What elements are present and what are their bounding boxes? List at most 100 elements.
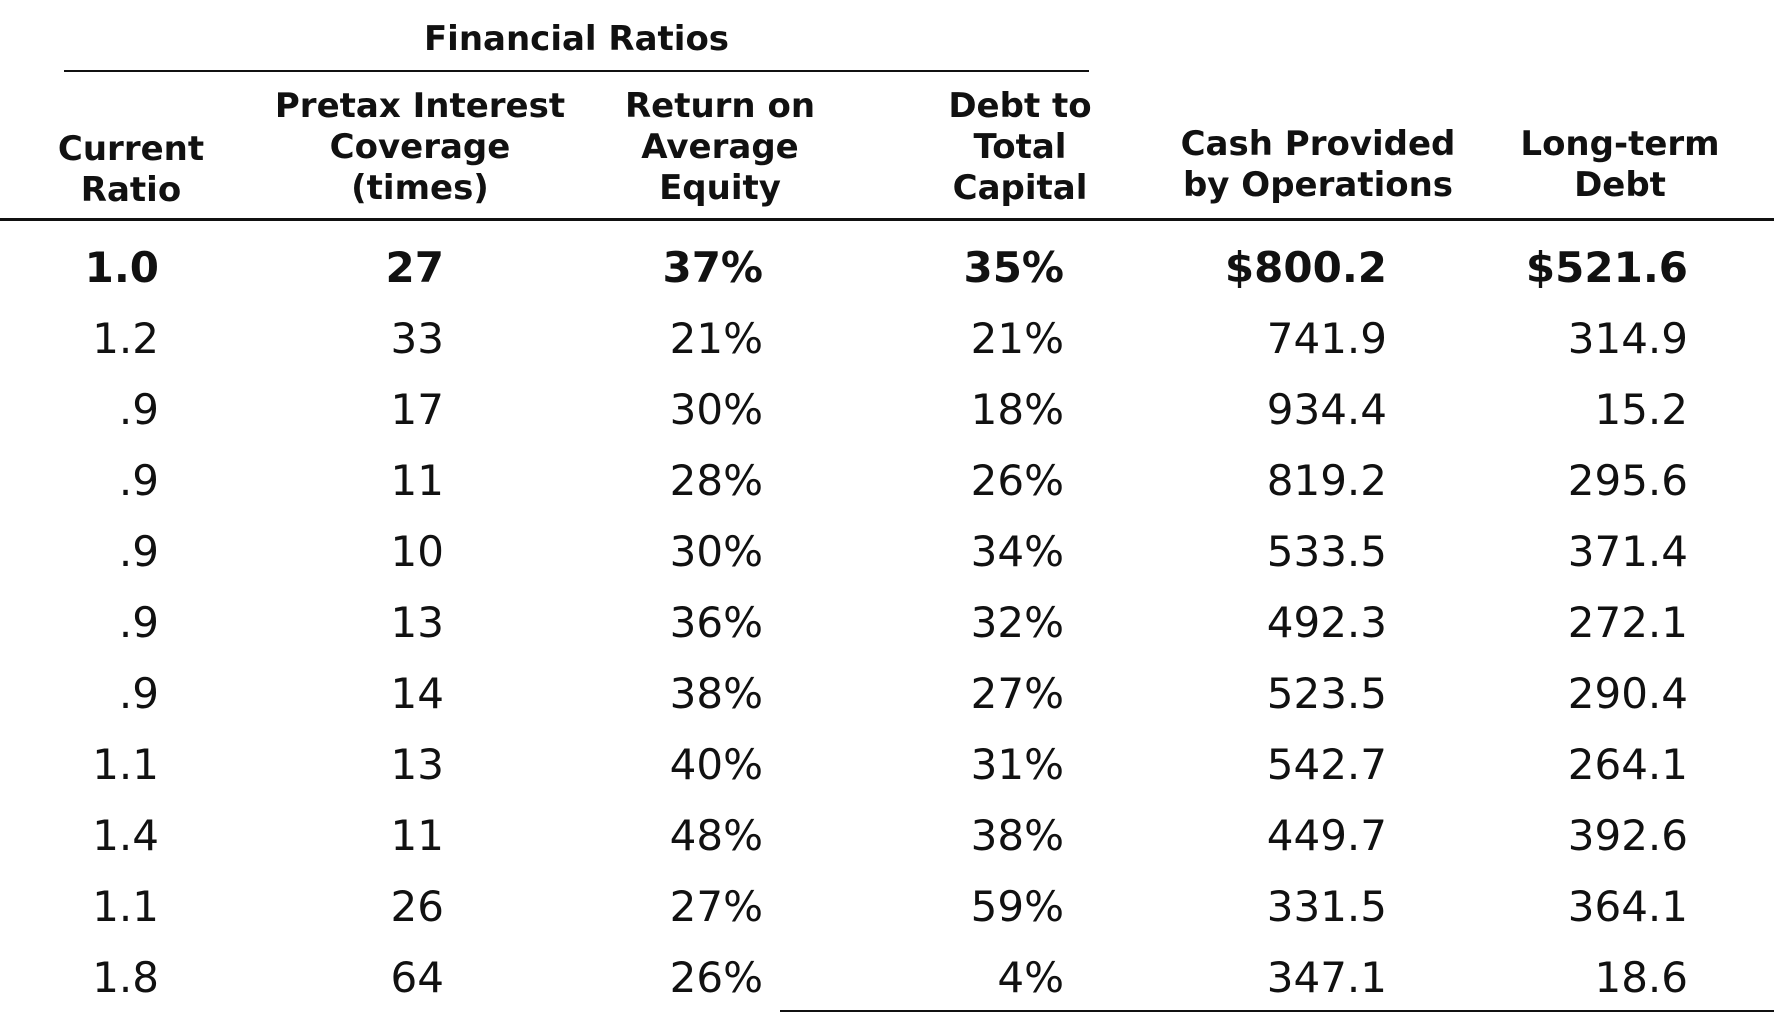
cell-long-term-debt: 290.4 — [1567, 669, 1688, 718]
cell-long-term-debt: 364.1 — [1567, 882, 1688, 931]
cell-long-term-debt: 272.1 — [1567, 598, 1688, 647]
cell-debt-to-total-capital: 32% — [970, 598, 1064, 647]
header-line: Debt to — [948, 86, 1092, 126]
cell-long-term-debt: 314.9 — [1567, 314, 1688, 363]
cell-return-on-average-equity: 21% — [669, 314, 763, 363]
header-line: Current — [57, 129, 205, 169]
cell-cash-provided-by-operations: 449.7 — [1266, 811, 1387, 860]
header-line: Equity — [659, 168, 781, 208]
bottom-rule — [780, 1010, 1774, 1012]
cell-pretax-interest-coverage: 27 — [385, 243, 444, 292]
cell-cash-provided-by-operations: 331.5 — [1266, 882, 1387, 931]
cell-long-term-debt: $521.6 — [1525, 243, 1688, 292]
cell-cash-provided-by-operations: 819.2 — [1266, 456, 1387, 505]
cell-debt-to-total-capital: 38% — [970, 811, 1064, 860]
cell-pretax-interest-coverage: 14 — [390, 669, 444, 718]
table-row: 1.8 64 26% 4% 347.1 18.6 — [0, 946, 1774, 1017]
cell-current-ratio: .9 — [118, 598, 159, 647]
header-cash-provided-by-operations: Cash Provided by Operations — [1168, 124, 1468, 206]
cell-cash-provided-by-operations: 492.3 — [1266, 598, 1387, 647]
cell-return-on-average-equity: 48% — [669, 811, 763, 860]
cell-cash-provided-by-operations: 347.1 — [1266, 953, 1387, 1002]
cell-long-term-debt: 264.1 — [1567, 740, 1688, 789]
cell-return-on-average-equity: 30% — [669, 385, 763, 434]
cell-cash-provided-by-operations: 741.9 — [1266, 314, 1387, 363]
table-row: .9 11 28% 26% 819.2 295.6 — [0, 449, 1774, 520]
cell-pretax-interest-coverage: 11 — [390, 456, 444, 505]
table-row: .9 10 30% 34% 533.5 371.4 — [0, 520, 1774, 591]
header-current-ratio: Current Ratio — [0, 129, 281, 211]
cell-long-term-debt: 18.6 — [1594, 953, 1688, 1002]
cell-return-on-average-equity: 30% — [669, 527, 763, 576]
cell-cash-provided-by-operations: 542.7 — [1266, 740, 1387, 789]
header-line: Coverage — [329, 127, 511, 167]
cell-return-on-average-equity: 36% — [669, 598, 763, 647]
table-row: .9 17 30% 18% 934.4 15.2 — [0, 378, 1774, 449]
cell-pretax-interest-coverage: 17 — [390, 385, 444, 434]
cell-current-ratio: .9 — [118, 385, 159, 434]
cell-cash-provided-by-operations: 934.4 — [1266, 385, 1387, 434]
cell-long-term-debt: 392.6 — [1567, 811, 1688, 860]
cell-pretax-interest-coverage: 33 — [390, 314, 444, 363]
cell-debt-to-total-capital: 31% — [970, 740, 1064, 789]
cell-current-ratio: 1.1 — [92, 740, 159, 789]
header-line: Return on — [624, 86, 816, 126]
cell-debt-to-total-capital: 26% — [970, 456, 1064, 505]
cell-current-ratio: .9 — [118, 669, 159, 718]
cell-long-term-debt: 15.2 — [1594, 385, 1688, 434]
table-row: 1.2 33 21% 21% 741.9 314.9 — [0, 307, 1774, 378]
cell-cash-provided-by-operations: 523.5 — [1266, 669, 1387, 718]
header-rule — [0, 218, 1774, 221]
table-row: 1.4 11 48% 38% 449.7 392.6 — [0, 804, 1774, 875]
cell-return-on-average-equity: 38% — [669, 669, 763, 718]
cell-debt-to-total-capital: 34% — [970, 527, 1064, 576]
header-line: Pretax Interest — [274, 86, 566, 126]
cell-current-ratio: .9 — [118, 456, 159, 505]
cell-current-ratio: 1.8 — [92, 953, 159, 1002]
header-line: Long-term — [1520, 124, 1720, 164]
cell-current-ratio: 1.2 — [92, 314, 159, 363]
cell-long-term-debt: 295.6 — [1567, 456, 1688, 505]
cell-return-on-average-equity: 27% — [669, 882, 763, 931]
cell-pretax-interest-coverage: 64 — [390, 953, 444, 1002]
table-row: .9 14 38% 27% 523.5 290.4 — [0, 662, 1774, 733]
cell-cash-provided-by-operations: $800.2 — [1224, 243, 1387, 292]
cell-current-ratio: 1.4 — [92, 811, 159, 860]
cell-debt-to-total-capital: 59% — [970, 882, 1064, 931]
header-line: Ratio — [80, 170, 182, 210]
cell-debt-to-total-capital: 35% — [963, 243, 1064, 292]
cell-debt-to-total-capital: 21% — [970, 314, 1064, 363]
table-row: .9 13 36% 32% 492.3 272.1 — [0, 591, 1774, 662]
header-long-term-debt: Long-term Debt — [1470, 124, 1770, 206]
header-line: Total — [973, 127, 1067, 167]
cell-pretax-interest-coverage: 26 — [390, 882, 444, 931]
header-pretax-interest-coverage: Pretax Interest Coverage (times) — [270, 86, 570, 209]
cell-debt-to-total-capital: 4% — [997, 953, 1064, 1002]
cell-return-on-average-equity: 40% — [669, 740, 763, 789]
cell-current-ratio: 1.1 — [92, 882, 159, 931]
cell-pretax-interest-coverage: 11 — [390, 811, 444, 860]
header-debt-to-total-capital: Debt to Total Capital — [870, 86, 1170, 209]
header-return-on-average-equity: Return on Average Equity — [570, 86, 870, 209]
cell-return-on-average-equity: 26% — [669, 953, 763, 1002]
financial-ratios-group-title: Financial Ratios — [423, 19, 730, 59]
cell-current-ratio: 1.0 — [84, 243, 159, 292]
header-line: Cash Provided — [1180, 124, 1456, 164]
cell-current-ratio: .9 — [118, 527, 159, 576]
table-row: 1.1 26 27% 59% 331.5 364.1 — [0, 875, 1774, 946]
cell-pretax-interest-coverage: 10 — [390, 527, 444, 576]
header-line: by Operations — [1182, 165, 1454, 205]
cell-cash-provided-by-operations: 533.5 — [1266, 527, 1387, 576]
cell-debt-to-total-capital: 18% — [970, 385, 1064, 434]
cell-pretax-interest-coverage: 13 — [390, 598, 444, 647]
cell-long-term-debt: 371.4 — [1567, 527, 1688, 576]
cell-return-on-average-equity: 28% — [669, 456, 763, 505]
header-line: Debt — [1574, 165, 1666, 205]
cell-return-on-average-equity: 37% — [662, 243, 763, 292]
table-row: 1.1 13 40% 31% 542.7 264.1 — [0, 733, 1774, 804]
cell-debt-to-total-capital: 27% — [970, 669, 1064, 718]
cell-pretax-interest-coverage: 13 — [390, 740, 444, 789]
table-row: 1.0 27 37% 35% $800.2 $521.6 — [0, 236, 1774, 307]
header-line: Average — [641, 127, 799, 167]
header-line: Capital — [952, 168, 1088, 208]
